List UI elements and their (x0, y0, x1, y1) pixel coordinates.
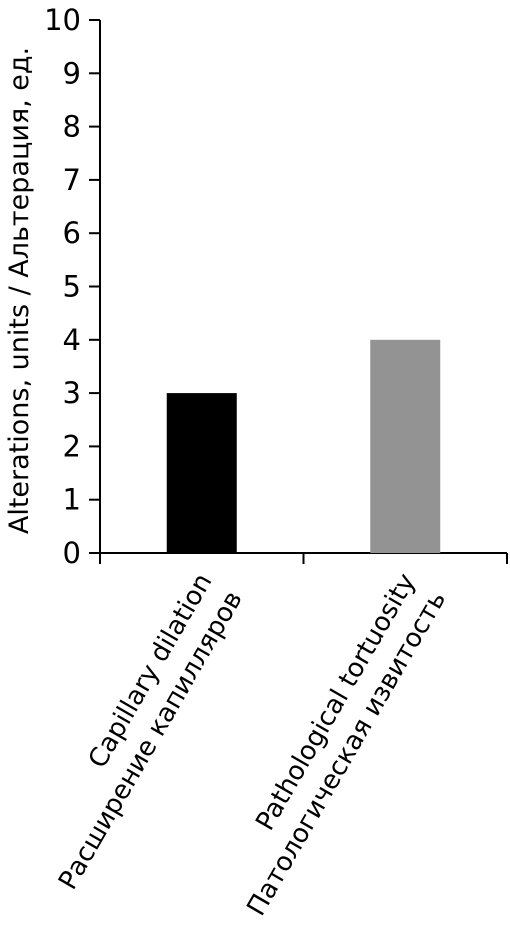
y-tick-label: 10 (44, 3, 81, 37)
y-tick-label: 6 (63, 216, 81, 250)
y-tick-label: 8 (63, 110, 81, 144)
category-label-line: Патологическая извитость (242, 586, 453, 921)
y-tick-label: 9 (63, 56, 81, 90)
y-tick-label: 2 (63, 429, 81, 463)
y-axis-title: Alterations, units / Альтерация, ед. (4, 47, 35, 534)
bars (166, 339, 441, 553)
y-tick-label: 3 (63, 376, 81, 410)
category-label-line: Расширение капилляров (53, 586, 249, 895)
y-tick-label: 4 (63, 323, 81, 357)
y-tick-label: 1 (63, 483, 81, 517)
y-tick-label: 7 (63, 163, 81, 197)
bar-1 (166, 393, 237, 553)
y-tick-label: 0 (63, 536, 81, 570)
axes: 0 1 2 3 4 5 6 7 8 9 10 (44, 3, 508, 570)
y-tick-label: 5 (63, 270, 81, 304)
bar-2 (370, 339, 441, 553)
